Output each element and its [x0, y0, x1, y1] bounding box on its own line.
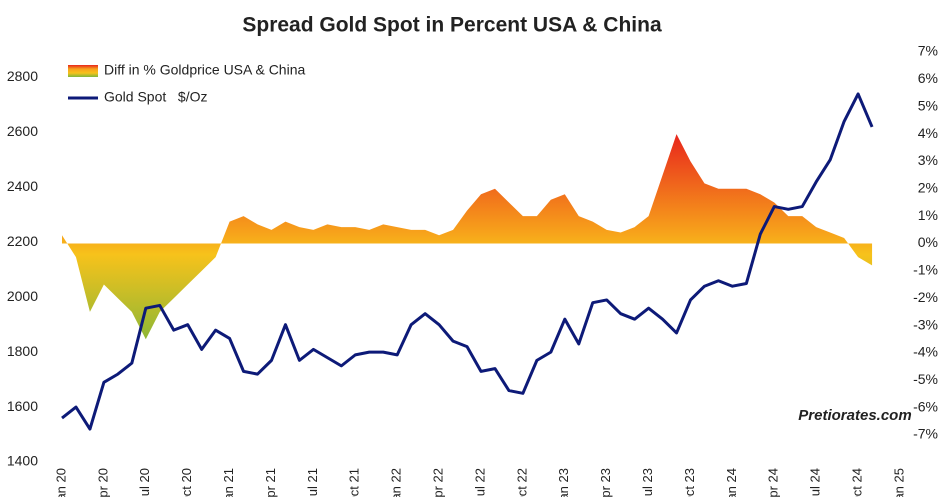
y-tick-label: 2000: [7, 288, 38, 304]
x-tick-label: Oct 23: [682, 468, 697, 497]
y2-tick-label: -2%: [913, 289, 938, 305]
x-tick-label: Jul 24: [808, 468, 823, 497]
y2-tick-label: 0%: [918, 234, 938, 250]
y2-tick-label: 2%: [918, 179, 938, 195]
x-tick-label: Jul 22: [472, 468, 487, 497]
y-tick-label: 2200: [7, 233, 38, 249]
y2-tick-label: -1%: [913, 262, 938, 278]
y-tick-label: 1800: [7, 343, 38, 359]
y2-tick-label: -3%: [913, 316, 938, 332]
y2-tick-label: 4%: [918, 125, 938, 141]
spread-area: [62, 134, 873, 340]
x-tick-label: Oct 21: [347, 468, 362, 497]
x-tick-label: Apr 23: [598, 468, 613, 497]
gold-line: [61, 92, 874, 431]
x-tick-label: Oct 20: [179, 468, 194, 497]
x-tick-label: Jan 24: [724, 468, 739, 497]
x-tick-label: Jan 25: [891, 468, 906, 497]
x-tick-label: Oct 22: [514, 468, 529, 497]
x-tick-label: Jan 23: [556, 468, 571, 497]
y-tick-label: 1400: [7, 453, 38, 469]
y-tick-label: 2800: [7, 68, 38, 84]
legend-label: Diff in % Goldprice USA & China: [104, 62, 305, 78]
x-tick-label: Apr 22: [431, 468, 446, 497]
legend-swatch: [68, 65, 98, 77]
y2-tick-label: -6%: [913, 398, 938, 414]
x-tick-label: Apr 20: [95, 468, 110, 497]
y2-tick-label: -5%: [913, 371, 938, 387]
x-tick-label: Jul 23: [640, 468, 655, 497]
chart-title: Spread Gold Spot in Percent USA & China: [242, 14, 662, 37]
y-tick-label: 2600: [7, 123, 38, 139]
y2-tick-label: 1%: [918, 207, 938, 223]
x-tick-label: Jan 21: [221, 468, 236, 497]
x-tick-label: Apr 21: [263, 468, 278, 497]
legend-label: Gold Spot $/Oz: [104, 89, 208, 105]
y2-tick-label: 6%: [918, 70, 938, 86]
watermark: Pretiorates.com: [798, 407, 911, 424]
x-tick-label: Jul 20: [137, 468, 152, 497]
y-tick-label: 1600: [7, 398, 38, 414]
y-tick-label: 2400: [7, 178, 38, 194]
x-tick-label: Apr 24: [766, 468, 781, 497]
x-tick-label: Oct 24: [850, 468, 865, 497]
y2-tick-label: 3%: [918, 152, 938, 168]
y2-tick-label: -4%: [913, 344, 938, 360]
x-tick-label: Jul 21: [305, 468, 320, 497]
y2-tick-label: -7%: [913, 426, 938, 442]
y2-tick-label: 7%: [918, 43, 938, 59]
y2-tick-label: 5%: [918, 97, 938, 113]
x-tick-label: Jan 22: [389, 468, 404, 497]
x-tick-label: Jan 20: [53, 468, 68, 497]
